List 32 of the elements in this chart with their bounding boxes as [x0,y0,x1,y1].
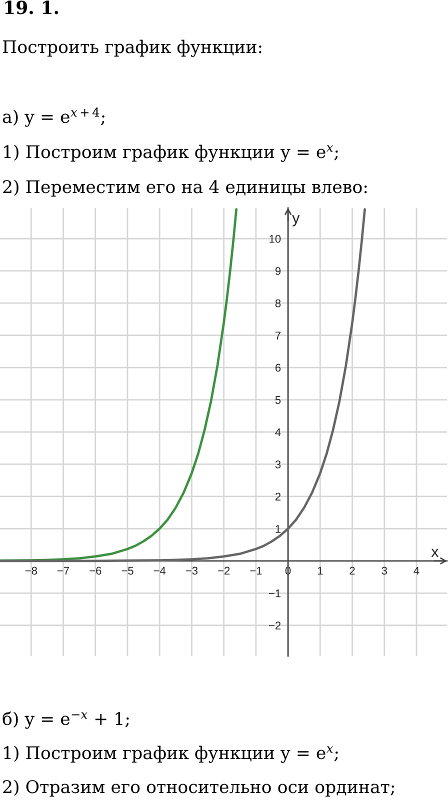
x-tick-label: −1 [250,566,262,575]
y-tick-label: 10 [270,234,281,243]
y-tick-label: 5 [275,396,281,404]
x-tick-label: 1 [318,566,323,575]
line-series [0,208,366,562]
x-axis-title: x [431,548,439,557]
x-tick-label: −8 [25,566,37,575]
x-tick-label: −3 [186,566,198,575]
y-axis-title: y [292,215,300,226]
y-tick-label: 3 [275,460,281,468]
y-tick-label: −2 [268,622,281,630]
y-tick-label: 7 [275,332,281,340]
y-tick-label: −1 [268,590,281,598]
text: б) y = e$^{−x}$ + 1; [2,711,129,729]
x-tick-label: −7 [57,566,70,575]
text: 1) Построим график функции y = e$^{x}$; [4,746,338,763]
x-tick-label: −4 [154,566,166,575]
y-tick-label: 9 [275,267,281,275]
y-tick-label: 1 [276,525,281,533]
x-tick-label: 3 [382,566,387,575]
text: 2) Отразим его относительно оси ординат; [3,780,394,797]
x-tick-label: −2 [218,566,230,575]
y-tick-label: 2 [275,492,281,500]
chart-title: 19. 1. [5,0,58,14]
y-tick-label: 6 [275,364,281,372]
x-tick-label: 4 [414,566,420,575]
x-tick-label: −5 [122,566,134,575]
x-tick-label: −6 [90,566,102,575]
text: Построить график функции: а) y = e$^{x+4}$; 1) Построим график функции y = e$^{x}$; 2) Переместим его на 4 единицы влево: [2,40,367,197]
y-tick-label: 8 [275,299,281,308]
x-tick-label: 2 [350,566,355,575]
y-tick-label: 4 [275,428,281,436]
